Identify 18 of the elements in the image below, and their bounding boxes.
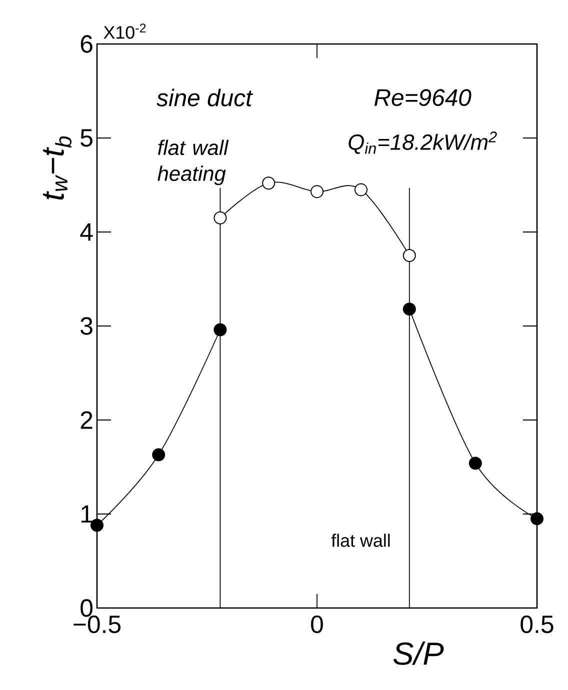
- text: X10$^{-2}$: [104, 24, 146, 39]
- x-tick-label: −0.5: [74, 616, 121, 634]
- y-tick-label: 4: [80, 223, 93, 241]
- y-axis-title: t$_{w}$−t$_{b}$: [43, 136, 72, 200]
- x-tick-label: 0.5: [520, 616, 554, 634]
- annotation: Re=9640: [374, 89, 472, 106]
- y-tick-label: 3: [80, 317, 92, 335]
- x-tick-label: 0: [311, 616, 323, 634]
- annotation: sine duct: [156, 88, 254, 106]
- annotation: flat wall heating: [158, 140, 229, 186]
- y-tick-label: 1: [82, 505, 92, 523]
- x-axis-title: S/P: [393, 642, 444, 665]
- annotation: flat wall: [331, 534, 390, 547]
- text: Q$_{in}$=18.2kW/m$^{2}$: [348, 132, 497, 154]
- y-tick-label: 2: [80, 411, 92, 429]
- y-tick-label: 5: [80, 129, 92, 147]
- y-tick-label: 6: [80, 35, 92, 53]
- y-tick-label: 0: [80, 599, 92, 617]
